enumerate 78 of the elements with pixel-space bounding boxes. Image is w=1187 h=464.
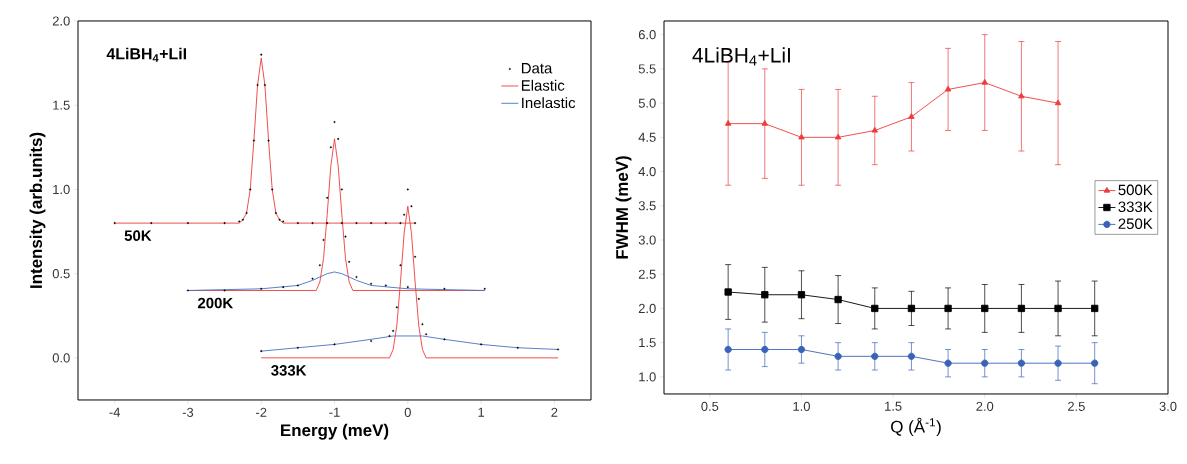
point xyxy=(871,304,879,313)
point xyxy=(761,120,769,126)
point xyxy=(944,85,952,92)
point xyxy=(871,126,878,133)
point xyxy=(1091,359,1099,367)
x-tick-label: 2.0 xyxy=(976,401,994,411)
point xyxy=(871,352,879,360)
y-tick-label: 4.0 xyxy=(638,166,656,177)
annotation: 50K xyxy=(124,230,152,241)
y-tick-label: 2.0 xyxy=(638,303,656,314)
x-tick-label: 1 xyxy=(478,407,485,417)
point xyxy=(1017,304,1026,313)
x-tick-label: 1.5 xyxy=(885,401,902,411)
line-series xyxy=(187,271,486,291)
point xyxy=(834,295,842,304)
point xyxy=(1018,92,1025,99)
annotation: 4LiBH$_{4}$+LiI xyxy=(692,47,790,66)
legend-label: Inelastic xyxy=(522,97,576,109)
point xyxy=(761,291,769,299)
point xyxy=(797,291,806,299)
y-tick-label: 5.0 xyxy=(638,98,656,108)
y-tick-label: 3.5 xyxy=(638,201,656,211)
y-axis-title: Intensity (arb.units) xyxy=(29,132,46,288)
legend-label: Data xyxy=(521,63,553,74)
x-tick-label: -2 xyxy=(256,407,267,417)
point xyxy=(907,304,916,313)
y-tick-label: 2.5 xyxy=(638,269,656,279)
y-tick-label: 1.5 xyxy=(53,100,70,110)
point xyxy=(981,78,988,85)
point xyxy=(798,133,805,140)
y-tick-label: 0.5 xyxy=(52,269,70,279)
y-tick-label: 3.0 xyxy=(638,235,656,245)
x-tick-label: 2.5 xyxy=(1068,401,1085,411)
annotation: 4LiBH$_{4}$+LiI xyxy=(106,47,187,62)
point xyxy=(1054,304,1062,313)
x-tick-label: -4 xyxy=(109,407,121,417)
point xyxy=(797,345,806,354)
point xyxy=(724,345,732,354)
point xyxy=(1054,99,1062,106)
point xyxy=(1054,359,1062,367)
y-tick-label: 6.0 xyxy=(638,30,656,40)
y-tick-label: 1.0 xyxy=(639,372,656,382)
point xyxy=(944,359,952,367)
x-axis-title: Energy (meV) xyxy=(281,423,389,440)
annotation: 333K xyxy=(271,365,307,376)
point xyxy=(834,352,842,360)
point xyxy=(981,359,989,367)
point xyxy=(1091,304,1099,313)
x-tick-label: -1 xyxy=(329,407,340,417)
y-tick-label: 2.0 xyxy=(52,16,70,26)
point xyxy=(724,288,732,296)
point xyxy=(1017,359,1026,367)
y-tick-label: 5.5 xyxy=(638,64,656,74)
x-tick-label: 0 xyxy=(404,407,411,417)
x-tick-label: 0.5 xyxy=(701,401,719,411)
legend-label: Elastic xyxy=(521,79,565,91)
y-axis-title: FWHM (meV) xyxy=(615,156,632,259)
legend-label: 250K xyxy=(1118,218,1153,230)
point xyxy=(981,304,989,313)
legend-label: 500K xyxy=(1118,184,1153,196)
point xyxy=(908,113,915,119)
point xyxy=(834,133,842,140)
y-tick-label: 1.5 xyxy=(639,338,656,348)
y-tick-label: 1.0 xyxy=(53,184,70,195)
x-tick-label: -3 xyxy=(182,407,194,417)
x-tick-label: 3.0 xyxy=(1159,401,1177,411)
x-axis-title: Q (Å$^{-1}$) xyxy=(891,417,941,437)
x-tick-label: 2 xyxy=(551,407,558,417)
annotation: 200K xyxy=(197,297,234,309)
legend-label: 333K xyxy=(1118,201,1153,213)
point xyxy=(761,345,769,354)
y-tick-label: 0.0 xyxy=(52,353,70,363)
point xyxy=(907,352,916,360)
x-tick-label: 1.0 xyxy=(793,401,810,411)
line-series xyxy=(260,335,559,352)
y-tick-label: 4.5 xyxy=(638,132,656,142)
point xyxy=(944,304,952,313)
point xyxy=(724,120,732,126)
